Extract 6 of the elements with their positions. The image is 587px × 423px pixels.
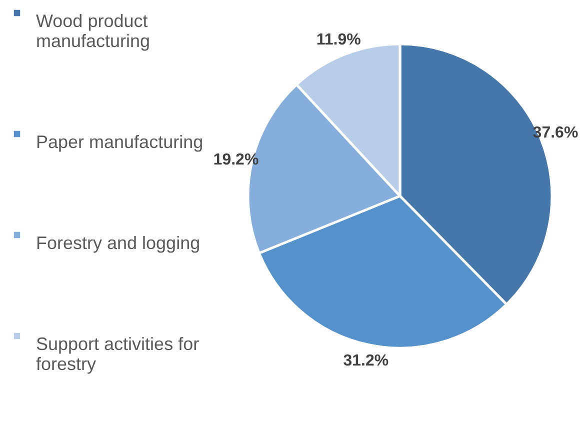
legend-label: Wood product manufacturing [36, 11, 150, 51]
data-label: 31.2% [343, 352, 389, 370]
legend-label: Forestry and logging [36, 233, 200, 253]
legend-label: Support activities for forestry [36, 334, 200, 374]
data-label: 11.9% [316, 32, 361, 49]
legend-label: Paper manufacturing [36, 132, 204, 152]
